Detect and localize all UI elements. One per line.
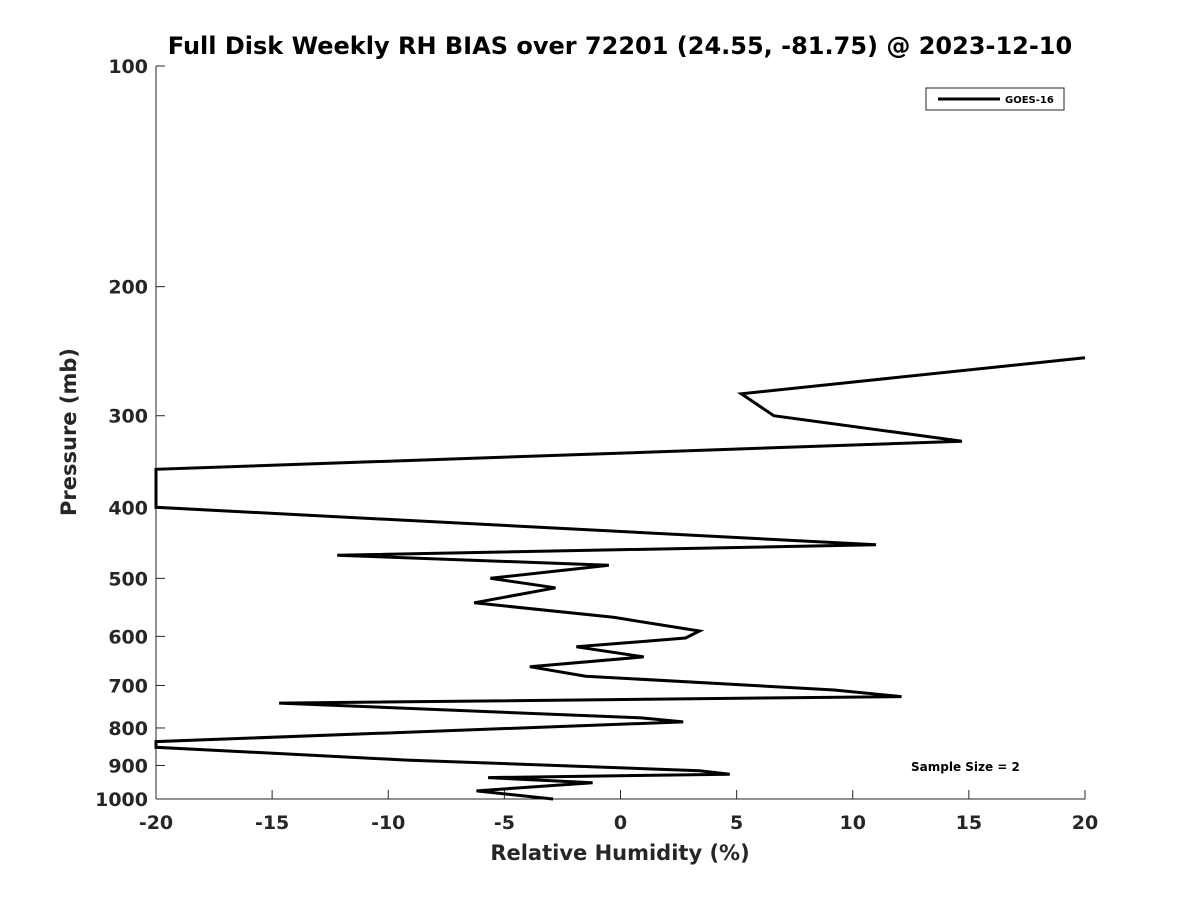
x-tick-label: 10 <box>840 812 866 834</box>
x-tick-label: 20 <box>1072 812 1098 834</box>
y-tick-label: 200 <box>108 277 148 299</box>
x-ticks: -20 -15 -10 -5 0 5 10 15 20 <box>139 790 1098 834</box>
y-tick-label: 800 <box>108 718 148 740</box>
y-tick-label: 300 <box>108 406 148 428</box>
x-tick-label: -5 <box>494 812 515 834</box>
y-tick-label: 1000 <box>95 789 148 811</box>
x-tick-label: 5 <box>730 812 743 834</box>
legend-entry-goes-16: GOES-16 <box>1005 95 1054 106</box>
x-tick-label: -15 <box>255 812 289 834</box>
x-tick-label: 15 <box>956 812 982 834</box>
series-line-goes-16 <box>154 356 1086 801</box>
y-axis-label: Pressure (mb) <box>57 348 81 516</box>
chart-title: Full Disk Weekly RH BIAS over 72201 (24.… <box>168 32 1072 60</box>
x-tick-label: -20 <box>139 812 173 834</box>
y-tick-label: 700 <box>108 675 148 697</box>
y-tick-label: 600 <box>108 626 148 648</box>
y-tick-label: 500 <box>108 568 148 590</box>
y-ticks: 100 200 300 400 500 600 700 800 900 1000 <box>95 56 165 811</box>
x-tick-label: 0 <box>614 812 627 834</box>
y-tick-label: 400 <box>108 497 148 519</box>
sample-size-annotation: Sample Size = 2 <box>911 760 1020 774</box>
plot-area <box>154 356 1086 801</box>
y-tick-label: 900 <box>108 755 148 777</box>
x-axis-label: Relative Humidity (%) <box>490 841 749 865</box>
x-tick-label: -10 <box>371 812 405 834</box>
y-tick-label: 100 <box>108 56 148 78</box>
legend: GOES-16 <box>925 87 1065 111</box>
